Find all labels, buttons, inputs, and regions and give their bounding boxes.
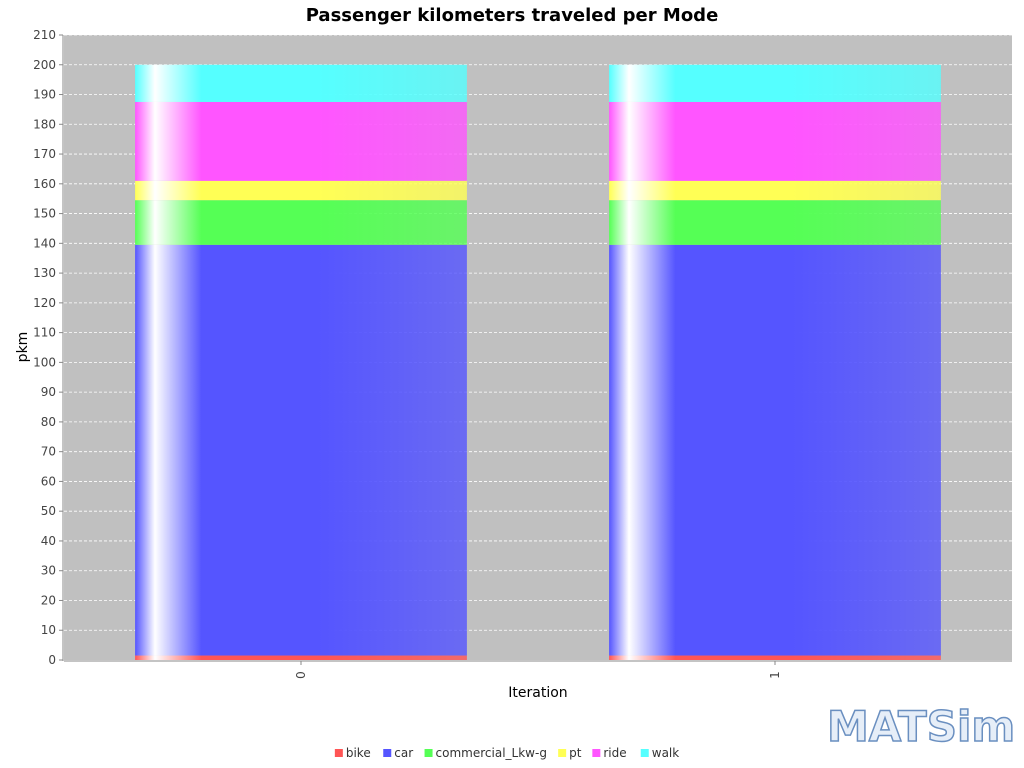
- y-tick-label: 150: [33, 207, 56, 221]
- y-tick-label: 50: [41, 504, 56, 518]
- y-tick-label: 80: [41, 415, 56, 429]
- legend-swatch: [383, 749, 392, 757]
- y-tick-label: 30: [41, 564, 56, 578]
- legend-swatch: [592, 749, 601, 757]
- logo-text: MATSim: [827, 702, 1015, 751]
- legend: bike car commercial_Lkw-g pt ride walk: [334, 746, 680, 760]
- x-tick-label: 1: [768, 671, 782, 679]
- y-tick-label: 40: [41, 534, 56, 548]
- bar-ride-0: [135, 101, 467, 181]
- legend-label: walk: [652, 746, 680, 760]
- legend-item-commercial_Lkw-g: commercial_Lkw-g: [424, 746, 547, 760]
- bar-bike-1: [609, 655, 941, 660]
- bar-pt-0: [135, 180, 467, 201]
- legend-label: pt: [569, 746, 582, 760]
- legend-label: ride: [603, 746, 626, 760]
- y-tick-label: 10: [41, 623, 56, 637]
- legend-label: bike: [346, 746, 371, 760]
- y-tick-label: 90: [41, 385, 56, 399]
- legend-item-bike: bike: [334, 746, 371, 760]
- y-tick-label: 200: [33, 58, 56, 72]
- y-tick-label: 130: [33, 266, 56, 280]
- legend-swatch: [334, 749, 343, 757]
- y-tick-label: 100: [33, 355, 56, 369]
- y-axis-title: pkm: [15, 332, 31, 363]
- bar-car-1: [609, 244, 941, 656]
- legend-item-ride: ride: [592, 746, 627, 760]
- legend-swatch: [424, 749, 433, 757]
- legend-label: commercial_Lkw-g: [436, 746, 547, 760]
- bar-commercial_Lkw-g-0: [135, 200, 467, 245]
- legend-item-pt: pt: [558, 746, 582, 760]
- bar-bike-0: [135, 655, 467, 660]
- legend-label: car: [394, 746, 413, 760]
- y-tick-label: 0: [48, 653, 56, 667]
- legend-swatch: [640, 749, 649, 757]
- y-tick-label: 110: [33, 326, 56, 340]
- bars: [135, 64, 941, 660]
- y-tick-label: 140: [33, 236, 56, 250]
- chart-title: Passenger kilometers traveled per Mode: [306, 5, 719, 26]
- y-tick-label: 160: [33, 177, 56, 191]
- x-tick-label: 0: [294, 671, 308, 679]
- y-tick-label: 60: [41, 474, 56, 488]
- y-tick-label: 120: [33, 296, 56, 310]
- bar-pt-1: [609, 180, 941, 201]
- legend-item-car: car: [383, 746, 413, 760]
- y-axis: 0 10 20 30 40 50 60 70 80 90 100 110 120 130 140 150 160…: [33, 28, 64, 667]
- y-tick-label: 180: [33, 117, 56, 131]
- legend-swatch: [558, 749, 567, 757]
- legend-item-walk: walk: [640, 746, 680, 760]
- bar-ride-1: [609, 101, 941, 181]
- bar-car-0: [135, 244, 467, 656]
- bar-commercial_Lkw-g-1: [609, 200, 941, 245]
- y-tick-label: 190: [33, 88, 56, 102]
- y-tick-label: 70: [41, 445, 56, 459]
- y-tick-label: 210: [33, 28, 56, 42]
- x-axis-title: Iteration: [508, 685, 567, 701]
- y-tick-label: 20: [41, 593, 56, 607]
- matsim-logo: MATSim: [826, 701, 1016, 752]
- bar-walk-1: [609, 64, 941, 102]
- bar-walk-0: [135, 64, 467, 102]
- y-tick-label: 170: [33, 147, 56, 161]
